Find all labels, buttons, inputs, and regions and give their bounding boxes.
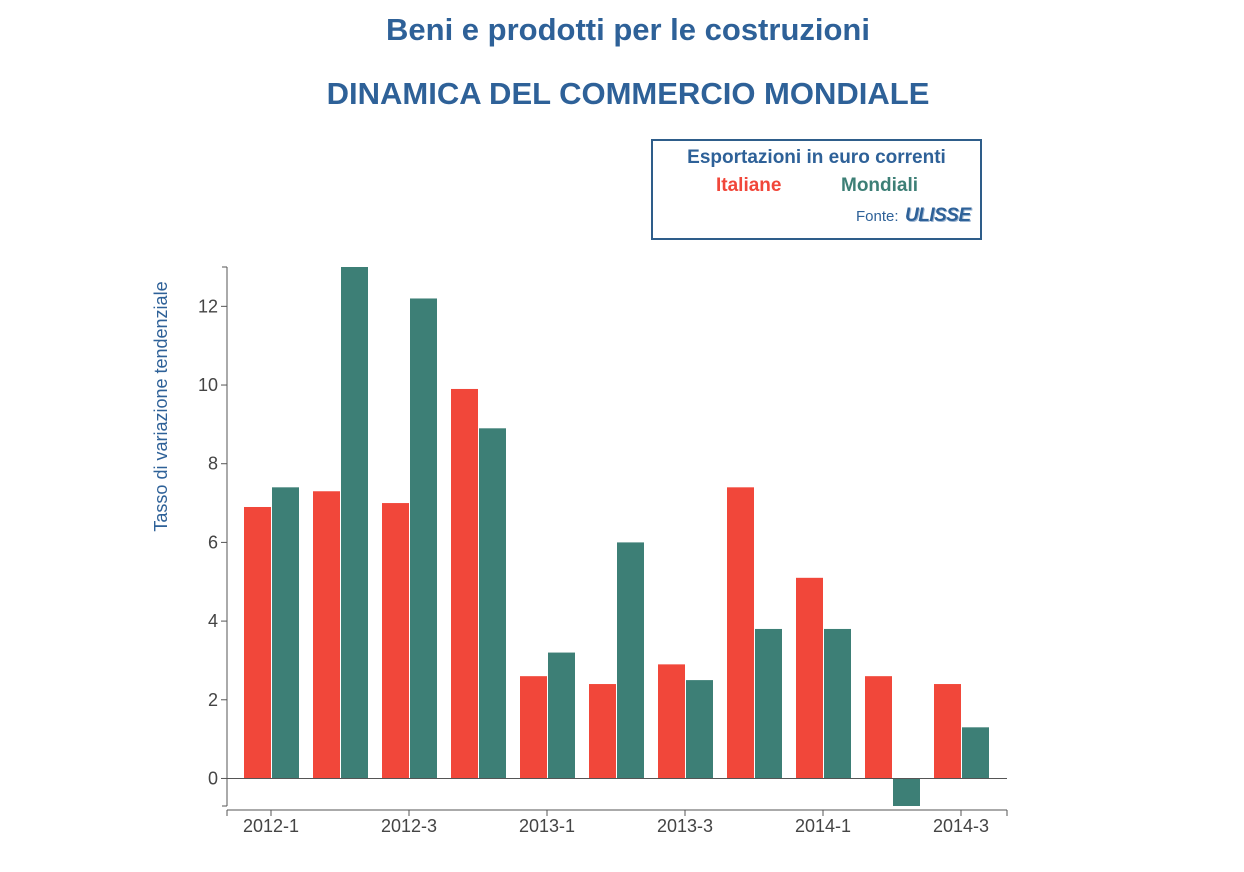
bar-italiane <box>727 487 754 779</box>
ulisse-logo: ULISSE <box>905 205 971 226</box>
bar-italiane <box>520 676 547 779</box>
bar-mondiali <box>341 267 368 779</box>
bar-mondiali <box>755 628 782 779</box>
y-tick-label: 10 <box>198 375 218 395</box>
x-tick-label: 2012-1 <box>243 816 299 836</box>
y-tick-label: 4 <box>208 611 218 631</box>
bar-italiane <box>865 676 892 779</box>
x-tick-label: 2012-3 <box>381 816 437 836</box>
bar-mondiali <box>272 487 299 779</box>
bar-italiane <box>451 388 478 779</box>
bar-italiane <box>382 503 409 779</box>
bar-mondiali <box>410 298 437 779</box>
y-tick-label: 6 <box>208 532 218 552</box>
y-tick-label: 2 <box>208 690 218 710</box>
bar-mondiali <box>686 680 713 779</box>
bar-mondiali <box>893 778 920 806</box>
legend-title: Esportazioni in euro correnti <box>687 147 946 168</box>
legend-entry-mondiali: Mondiali <box>841 175 919 196</box>
y-axis-label: Tasso di variazione tendenziale <box>151 281 171 531</box>
bar-mondiali <box>824 628 851 779</box>
bar-italiane <box>313 491 340 779</box>
bar-mondiali <box>962 727 989 779</box>
x-tick-label: 2014-1 <box>795 816 851 836</box>
bar-mondiali <box>548 652 575 779</box>
chart-subtitle: DINAMICA DEL COMMERCIO MONDIALE <box>326 76 930 111</box>
source-label: Fonte: <box>856 208 899 225</box>
x-tick-label: 2014-3 <box>933 816 989 836</box>
bar-italiane <box>796 577 823 779</box>
y-tick-label: 0 <box>208 768 218 788</box>
bar-mondiali <box>479 428 506 779</box>
bar-italiane <box>244 506 271 779</box>
bar-italiane <box>934 684 961 779</box>
y-tick-label: 8 <box>208 454 218 474</box>
bar-italiane <box>658 664 685 779</box>
x-tick-label: 2013-3 <box>657 816 713 836</box>
y-tick-label: 12 <box>198 296 218 316</box>
x-tick-label: 2013-1 <box>519 816 575 836</box>
bar-italiane <box>589 684 616 779</box>
chart-title: Beni e prodotti per le costruzioni <box>386 12 870 47</box>
legend-box: Esportazioni in euro correnti Italiane M… <box>651 139 982 240</box>
legend-entry-italiane: Italiane <box>716 175 782 196</box>
bar-mondiali <box>617 542 644 779</box>
